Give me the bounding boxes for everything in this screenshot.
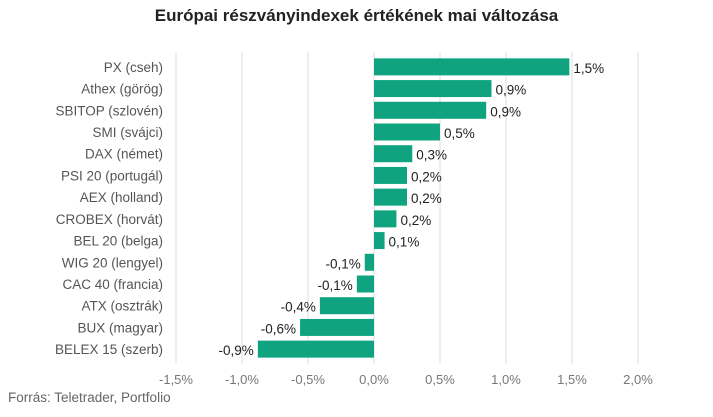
bar [374, 188, 407, 206]
source-note: Forrás: Teletrader, Portfolio [8, 390, 171, 405]
x-tick-label: 1,5% [557, 372, 587, 387]
labels: -1,5% -1,0% -0,5% 0,0% 0,5% 1,0% 1,5% 2,0% PX (c… [55, 60, 653, 387]
data-label: -0,1% [325, 256, 360, 271]
bar [356, 275, 374, 293]
category-label: SBITOP (szlovén) [55, 103, 163, 118]
bar [257, 340, 374, 358]
bar [374, 58, 570, 76]
bar [374, 123, 440, 141]
data-label: 0,9% [495, 83, 526, 98]
x-tick-label: 1,0% [491, 372, 521, 387]
x-tick-label: -1,0% [225, 372, 259, 387]
data-label: -0,9% [219, 343, 254, 358]
data-label: 0,3% [416, 148, 447, 163]
x-tick-label: 2,0% [623, 372, 653, 387]
category-label: BELEX 15 (szerb) [55, 342, 163, 357]
category-label: ATX (osztrák) [81, 299, 163, 314]
data-label: 0,2% [411, 169, 442, 184]
data-label: 0,1% [389, 235, 420, 250]
bar [374, 145, 413, 163]
bar [374, 232, 385, 250]
bar [374, 210, 397, 228]
data-label: 1,5% [573, 61, 604, 76]
bar [374, 166, 407, 184]
x-tick-label: 0,0% [359, 372, 389, 387]
category-label: DAX (német) [85, 147, 163, 162]
x-tick-label: 0,5% [425, 372, 455, 387]
bar [374, 101, 487, 119]
category-label: CAC 40 (francia) [62, 277, 163, 292]
x-tick-label: -1,5% [159, 372, 193, 387]
bars [257, 58, 570, 358]
chart-title: Európai részványindexek értékének mai vá… [154, 6, 559, 25]
category-label: PSI 20 (portugál) [61, 168, 163, 183]
bar [374, 80, 492, 98]
bar [300, 318, 374, 336]
data-label: 0,5% [444, 126, 475, 141]
data-label: -0,1% [318, 278, 353, 293]
data-label: 0,2% [400, 213, 431, 228]
category-label: SMI (svájci) [93, 125, 164, 140]
x-tick-label: -0,5% [291, 372, 325, 387]
grid-lines [175, 52, 639, 364]
category-label: WIG 20 (lengyel) [62, 255, 163, 270]
category-label: CROBEX (horvát) [56, 212, 163, 227]
category-label: BEL 20 (belga) [73, 234, 163, 249]
data-label: -0,4% [281, 300, 316, 315]
bar [364, 253, 374, 271]
category-label: PX (cseh) [104, 60, 163, 75]
category-label: Athex (görög) [81, 82, 163, 97]
category-label: BUX (magyar) [77, 320, 163, 335]
bar [319, 297, 374, 315]
data-label: 0,2% [411, 191, 442, 206]
category-label: AEX (holland) [80, 190, 163, 205]
data-label: 0,9% [490, 104, 521, 119]
data-label: -0,6% [261, 321, 296, 336]
